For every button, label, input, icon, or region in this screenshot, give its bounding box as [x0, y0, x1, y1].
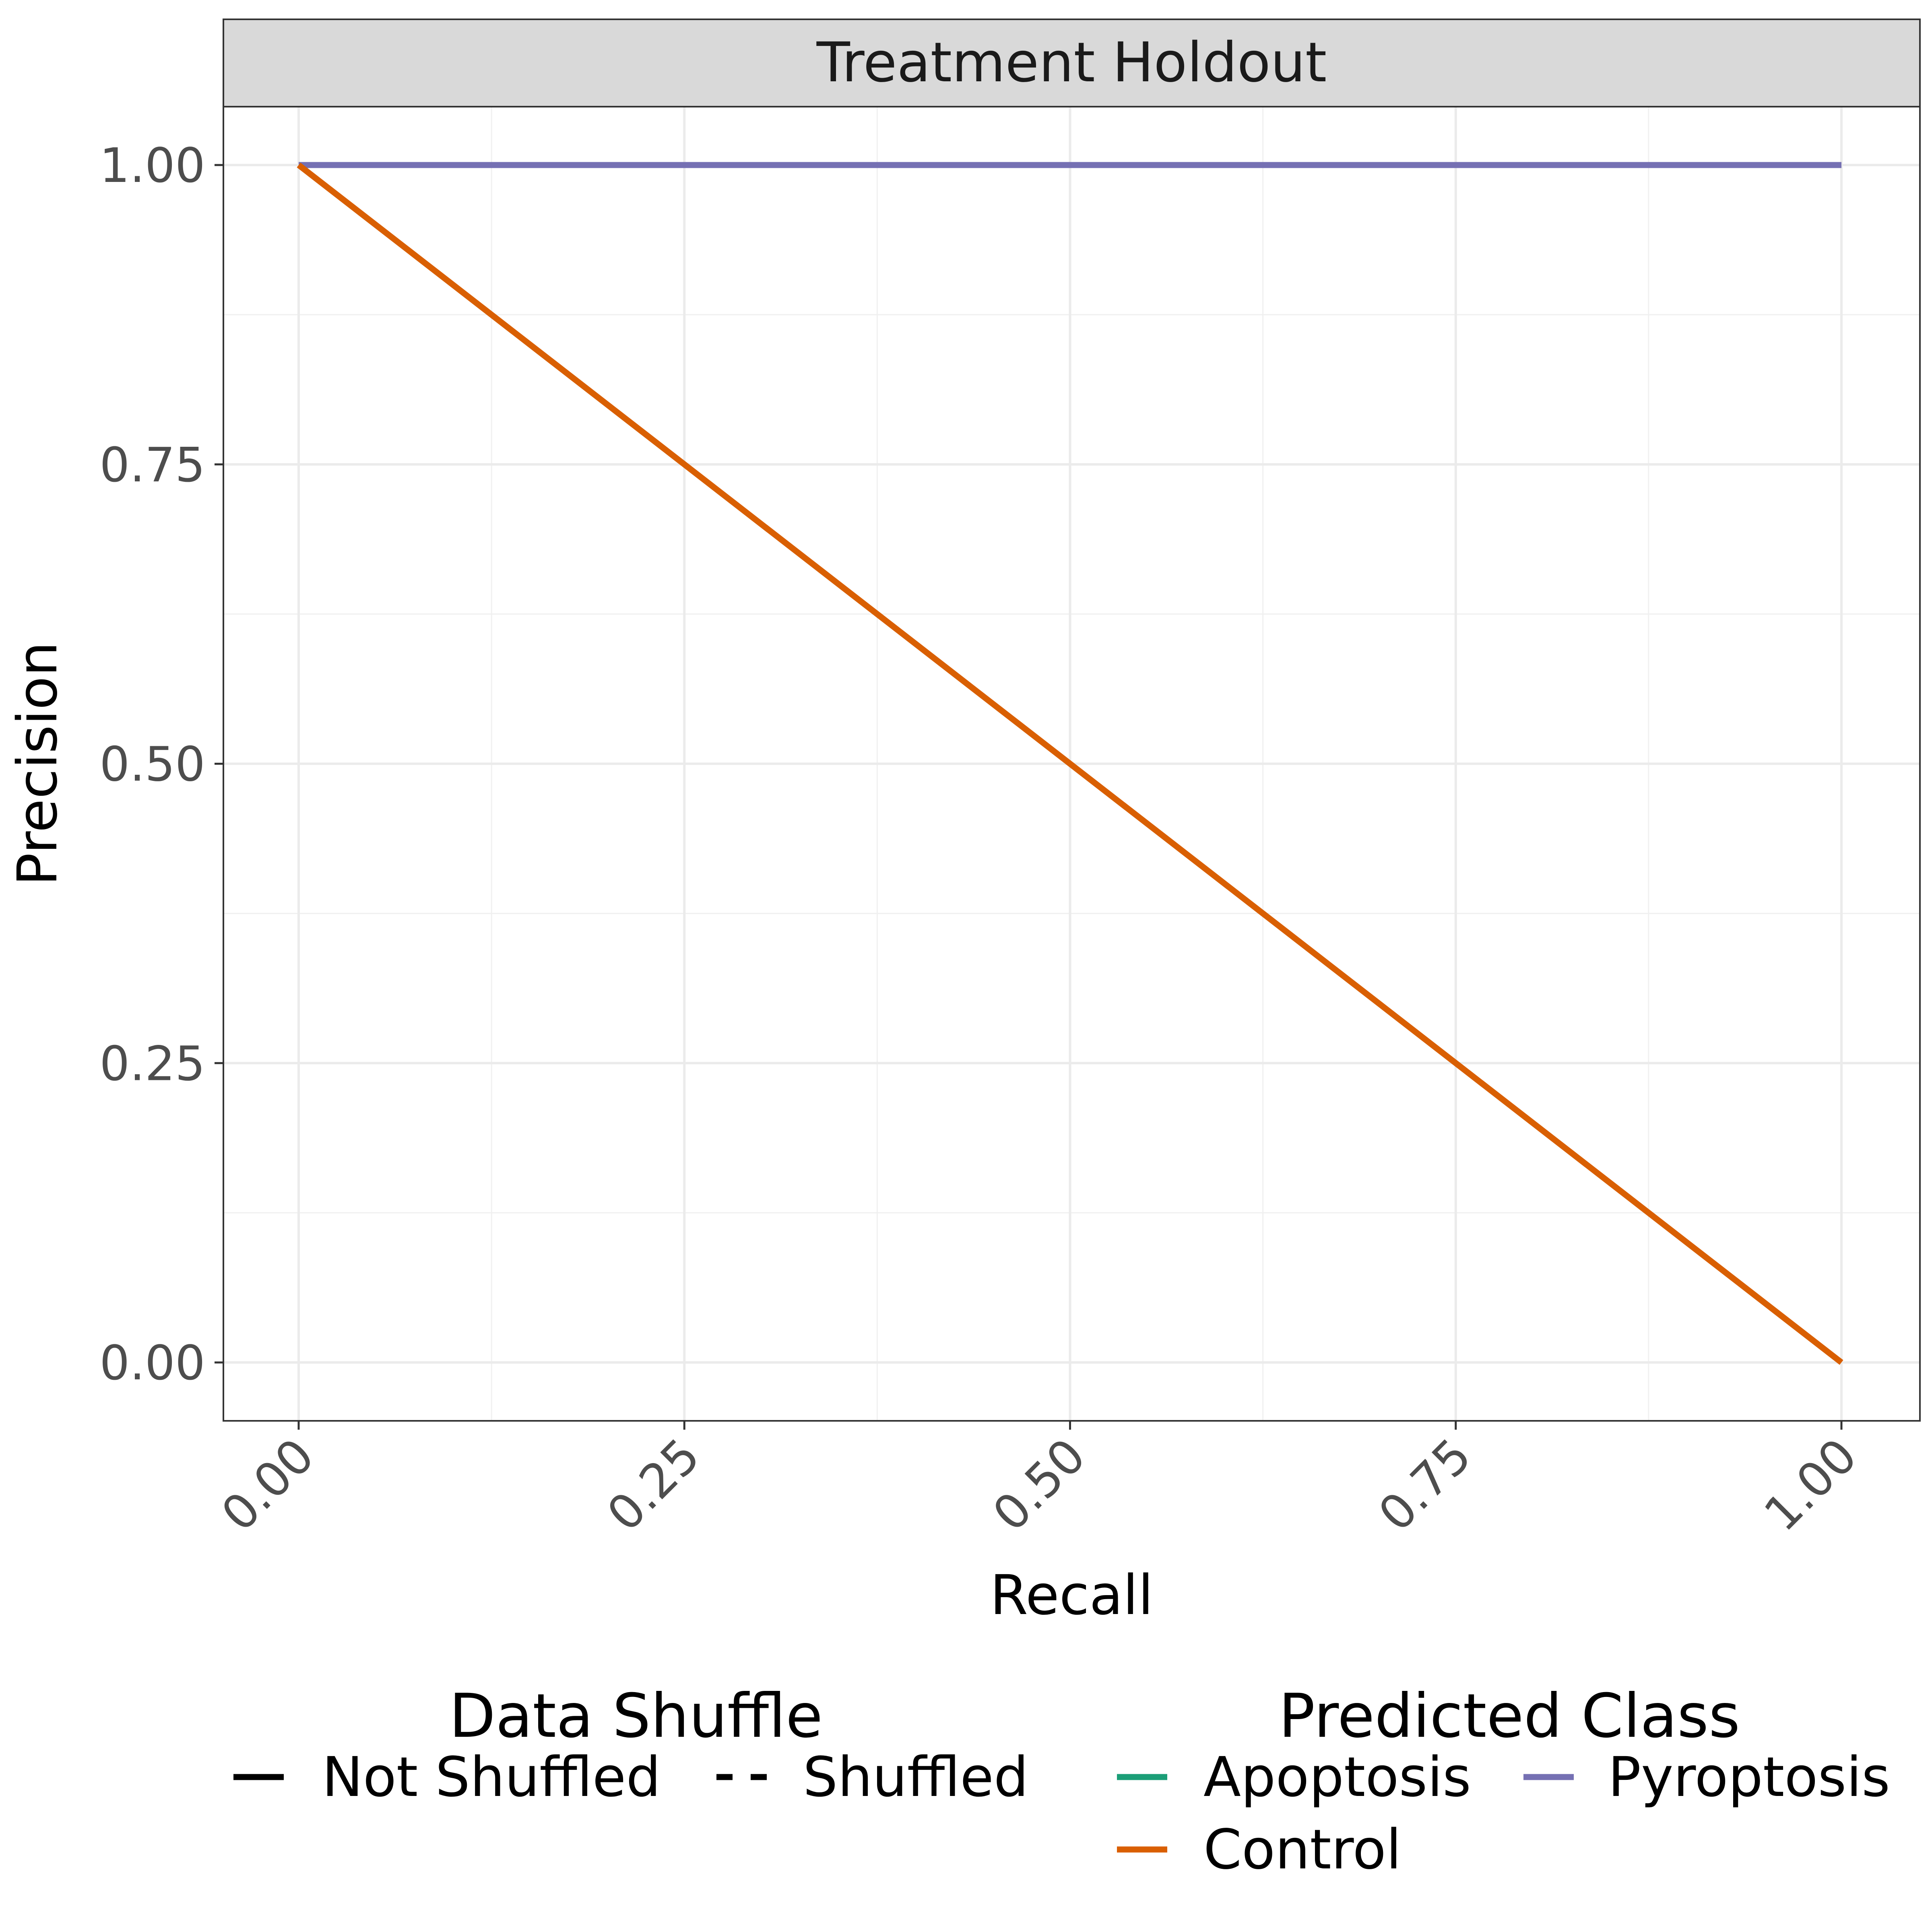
y-tick-label: 0.25	[99, 1036, 205, 1091]
y-tick-label: 1.00	[99, 138, 205, 193]
series-line-control	[297, 163, 1843, 1365]
legend-title-data-shuffle: Data Shuffle	[449, 1681, 823, 1751]
legend-label-not-shuffled: Not Shuffled	[322, 1746, 661, 1809]
legend-label-control: Control	[1203, 1818, 1402, 1882]
facet-title: Treatment Holdout	[816, 31, 1327, 95]
legend-title-predicted-class: Predicted Class	[1279, 1681, 1740, 1751]
x-tick-label: 0.00	[211, 1428, 324, 1542]
x-tick-label: 0.50	[982, 1428, 1096, 1542]
series-layer	[297, 162, 1843, 1365]
legend-label-apoptosis: Apoptosis	[1203, 1746, 1471, 1809]
x-axis-title: Recall	[990, 1564, 1154, 1627]
facet-strip	[223, 19, 1921, 107]
axis-layer: 0.00 0.25 0.50 0.75 1.00 0.00 0.25 0.50 0.75 1.00	[99, 138, 1868, 1542]
x-tick-label: 1.00	[1753, 1428, 1867, 1542]
y-tick-label: 0.50	[99, 737, 205, 792]
y-tick-label: 0.75	[99, 437, 205, 493]
legend-label-pyroptosis: Pyroptosis	[1608, 1746, 1890, 1809]
x-tick-label: 0.75	[1368, 1428, 1482, 1542]
legend-label-shuffled: Shuffled	[803, 1746, 1028, 1809]
x-tick-label: 0.25	[597, 1428, 710, 1542]
y-tick-label: 0.00	[99, 1335, 205, 1391]
y-axis-title: Precision	[6, 642, 70, 886]
